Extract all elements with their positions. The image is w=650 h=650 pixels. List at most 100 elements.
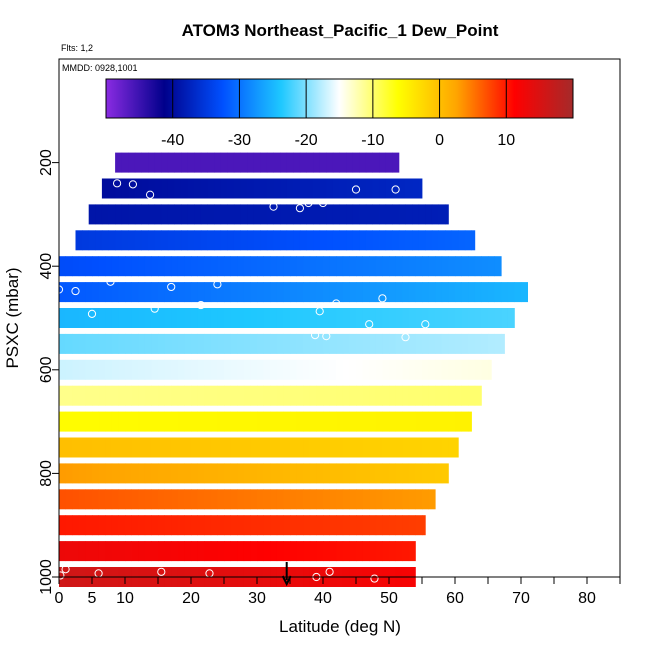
heatmap-cell — [237, 541, 245, 562]
x-axis-label: Latitude (deg N) — [279, 617, 401, 636]
heatmap-cell — [164, 541, 172, 562]
heatmap-cell — [250, 489, 258, 510]
heatmap-cell — [309, 256, 317, 277]
heatmap-cell — [369, 308, 377, 328]
heatmap-cell — [461, 411, 469, 432]
heatmap-cell — [329, 256, 337, 277]
heatmap-cell — [428, 256, 436, 277]
heatmap-cell — [435, 359, 443, 380]
heatmap-cell — [72, 541, 80, 562]
heatmap-cell — [369, 541, 377, 562]
heatmap-cell — [273, 152, 281, 173]
heatmap-cell — [415, 308, 423, 328]
heatmap-cell — [296, 282, 304, 303]
heatmap-cell — [210, 282, 218, 303]
heatmap-cell — [59, 463, 66, 484]
heatmap-cell — [184, 256, 192, 277]
heatmap-cell — [115, 230, 123, 251]
heatmap-cell — [207, 204, 215, 225]
heatmap-cell — [468, 359, 476, 380]
heatmap-cell — [303, 333, 311, 354]
heatmap-cell — [336, 541, 344, 562]
heatmap-cell — [197, 515, 205, 536]
heatmap-cell — [293, 204, 301, 225]
heatmap-cell — [138, 308, 146, 328]
y-tick-label: 600 — [38, 356, 55, 383]
heatmap-cell — [342, 333, 350, 354]
heatmap-cell — [365, 152, 373, 173]
heatmap-cell — [233, 152, 241, 173]
heatmap-cell — [224, 256, 231, 277]
heatmap-cell — [95, 230, 103, 251]
heatmap-cell — [296, 308, 304, 328]
heatmap-cell — [270, 359, 278, 380]
heatmap-cell — [349, 282, 357, 303]
heatmap-cell — [105, 282, 113, 303]
heatmap-cell — [382, 489, 390, 510]
heatmap-cell — [98, 333, 106, 354]
heatmap-cell — [309, 541, 317, 562]
heatmap-cell — [141, 204, 149, 225]
heatmap-cell — [389, 411, 396, 432]
sample-point — [318, 198, 328, 208]
sample-point — [378, 294, 387, 303]
heatmap-cell — [415, 385, 423, 406]
heatmap-cell — [85, 463, 93, 484]
y-axis-label: PSXC (mbar) — [3, 267, 22, 368]
heatmap-cell — [121, 204, 129, 225]
heatmap-cell — [184, 463, 192, 484]
heatmap-cell — [98, 256, 106, 277]
colorbar-gradient — [105, 78, 574, 119]
heatmap-cell — [402, 515, 410, 536]
heatmap-cell — [263, 541, 271, 562]
heatmap-cell — [243, 359, 251, 380]
heatmap-cell — [402, 411, 410, 432]
heatmap-cell — [237, 515, 245, 536]
heatmap-cell — [481, 308, 489, 328]
heatmap-cell — [441, 385, 449, 406]
heatmap-cell — [263, 489, 271, 510]
heatmap-cell — [389, 437, 396, 458]
x-tick-label: 70 — [512, 590, 530, 607]
heatmap-cell — [494, 333, 502, 354]
heatmap-cell — [92, 515, 99, 536]
heatmap-cell — [438, 230, 446, 251]
heatmap-cell — [187, 230, 195, 251]
colorbar-tick-label: 0 — [435, 132, 444, 149]
y-tick-label: 1000 — [38, 559, 55, 595]
heatmap-cell — [78, 359, 86, 380]
heatmap-cell — [118, 489, 126, 510]
heatmap-cell — [385, 152, 393, 173]
heatmap-cell — [158, 463, 165, 484]
heatmap-cell — [191, 333, 198, 354]
sample-point — [351, 185, 361, 194]
heatmap-cell — [402, 308, 410, 328]
heatmap-cell — [349, 515, 357, 536]
heatmap-cell — [88, 204, 96, 225]
heatmap-cell — [455, 437, 459, 458]
heatmap-cell — [276, 411, 284, 432]
heatmap-cell — [270, 489, 278, 510]
x-tick-label: 0 — [55, 590, 64, 607]
heatmap-cell — [375, 411, 383, 432]
heatmap-cell — [171, 308, 179, 328]
heatmap-cell — [237, 308, 245, 328]
heatmap-cell — [151, 489, 159, 510]
heatmap-cell — [290, 282, 297, 303]
heatmap-cell — [171, 256, 179, 277]
heatmap-cell — [191, 411, 198, 432]
x-tick-label: 60 — [446, 590, 464, 607]
heatmap-cell — [237, 359, 245, 380]
heatmap-cell — [309, 515, 317, 536]
heatmap-cell — [349, 463, 357, 484]
heatmap-cell — [402, 359, 410, 380]
heatmap-cell — [372, 178, 380, 199]
heatmap-cell — [415, 359, 423, 380]
heatmap-cell — [111, 437, 119, 458]
heatmap-cell — [181, 152, 189, 173]
heatmap-cell — [283, 282, 291, 303]
heatmap-cell — [72, 411, 80, 432]
heatmap-cell — [369, 359, 377, 380]
heatmap-cell — [85, 359, 93, 380]
heatmap-cell — [369, 385, 377, 406]
